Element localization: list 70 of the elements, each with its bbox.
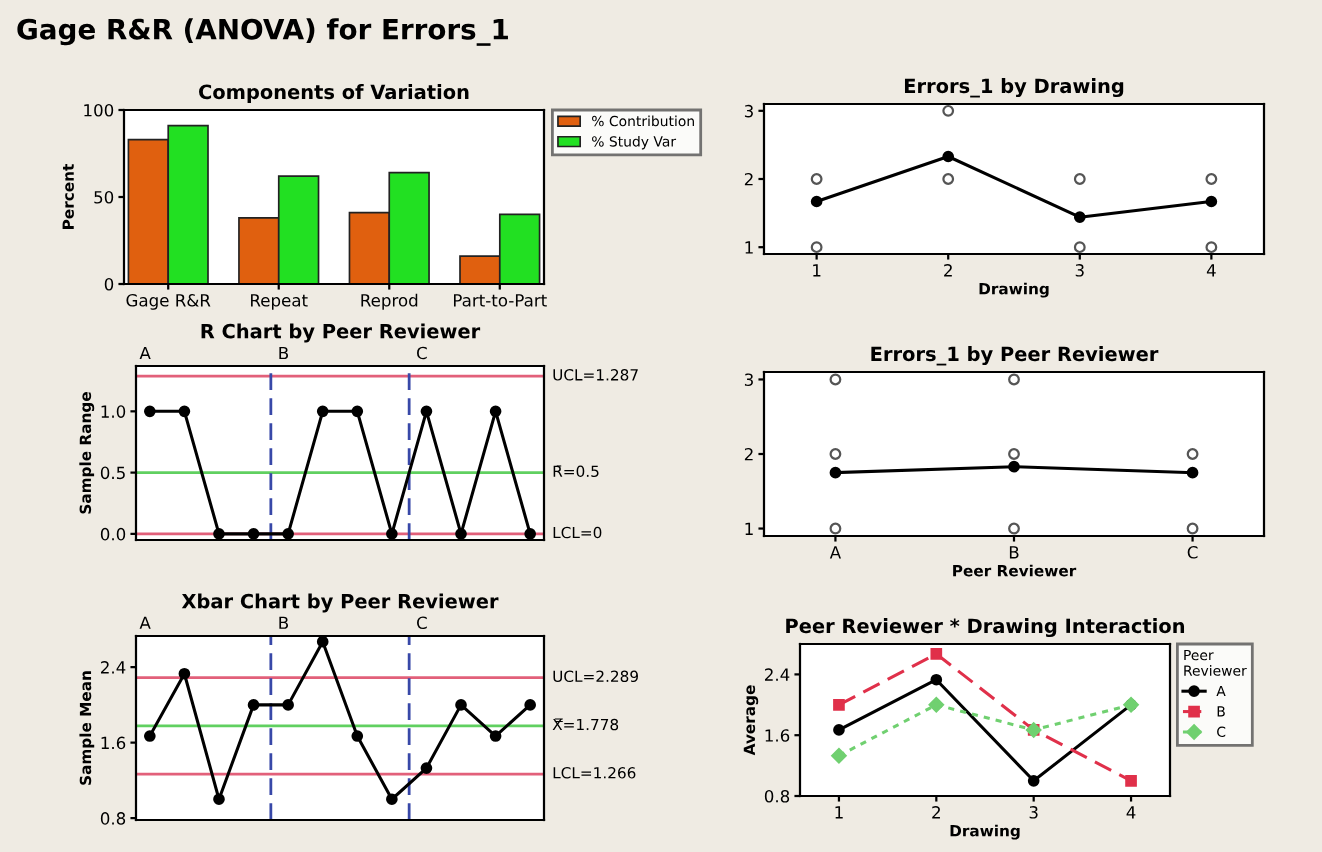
x-tick-label: 3 (1075, 264, 1084, 277)
chart-title: R Chart by Peer Reviewer (201, 323, 481, 343)
point (942, 150, 955, 163)
x-tick-label: 3 (1029, 806, 1038, 819)
x-tick-label: Part-to-Part (453, 294, 547, 307)
y-tick-label: 2.4 (764, 668, 790, 681)
point (489, 730, 502, 742)
text: A (139, 346, 151, 360)
y-tick-label: 0.8 (764, 789, 790, 803)
text: A (139, 616, 151, 629)
point (386, 793, 398, 806)
x-tick-label: A (829, 546, 841, 559)
x-tick-label: 1 (835, 806, 843, 819)
point (247, 699, 260, 711)
x-tick-label: 4 (1126, 806, 1136, 819)
chart-title: Xbar Chart by Peer Reviewer (181, 593, 499, 613)
text: B (279, 616, 289, 629)
text: B (279, 346, 289, 360)
chart-title: Errors_1 by Peer Reviewer (871, 346, 1159, 366)
y-tick-label: 0.0 (100, 527, 126, 541)
x-tick-label: 1 (813, 264, 821, 277)
chart-title: Components of Variation (199, 84, 469, 103)
text: Gage R&R (ANOVA) for Errors_1 (17, 18, 508, 46)
point (833, 724, 845, 736)
point (831, 748, 847, 764)
x-tick-label: B (1009, 546, 1019, 559)
y-tick-label: 1.6 (765, 729, 790, 742)
x-tick-label: 2 (932, 806, 940, 819)
point (282, 699, 294, 711)
x-tick-label: Gage R&R (126, 294, 211, 310)
y-tick-label: 1 (745, 241, 753, 254)
point (1027, 774, 1040, 787)
point (810, 195, 823, 208)
y-tick-label: 0.5 (100, 466, 125, 480)
y-tick-label: 3 (744, 104, 753, 118)
point (455, 699, 467, 711)
point (420, 762, 433, 774)
chart-title: Peer Reviewer * Drawing Interaction (786, 618, 1185, 638)
chart-title: Errors_1 by Drawing (904, 78, 1124, 98)
y-tick-label: 0.8 (100, 812, 126, 825)
y-tick-label: 1 (745, 522, 753, 535)
text: C (417, 346, 427, 360)
y-tick-label: 1.0 (101, 405, 126, 418)
point (178, 667, 191, 680)
point (930, 648, 943, 660)
x-tick-label: 4 (1206, 264, 1216, 277)
point (524, 699, 536, 711)
text: C (417, 616, 427, 630)
point (930, 673, 943, 686)
x-tick-label: C (1187, 546, 1198, 559)
point (1073, 211, 1086, 224)
y-tick-label: 3 (744, 373, 753, 387)
y-tick-label: 2 (744, 172, 753, 186)
point (316, 636, 329, 648)
x-tick-label: Repeat (251, 294, 308, 310)
y-tick-label: 100 (84, 103, 114, 117)
y-tick-label: 50 (94, 190, 114, 204)
x-tick-label: 2 (944, 264, 952, 277)
y-tick-label: 0 (104, 277, 114, 291)
point (833, 698, 845, 711)
point (1205, 195, 1218, 208)
point (1125, 774, 1137, 787)
y-tick-label: 1.6 (101, 736, 126, 750)
x-tick-label: Reprod (361, 293, 418, 310)
y-tick-label: 2.4 (100, 661, 126, 674)
point (213, 793, 225, 806)
y-tick-label: 2 (744, 447, 753, 461)
point (928, 697, 944, 713)
point (351, 730, 364, 742)
point (144, 730, 156, 742)
